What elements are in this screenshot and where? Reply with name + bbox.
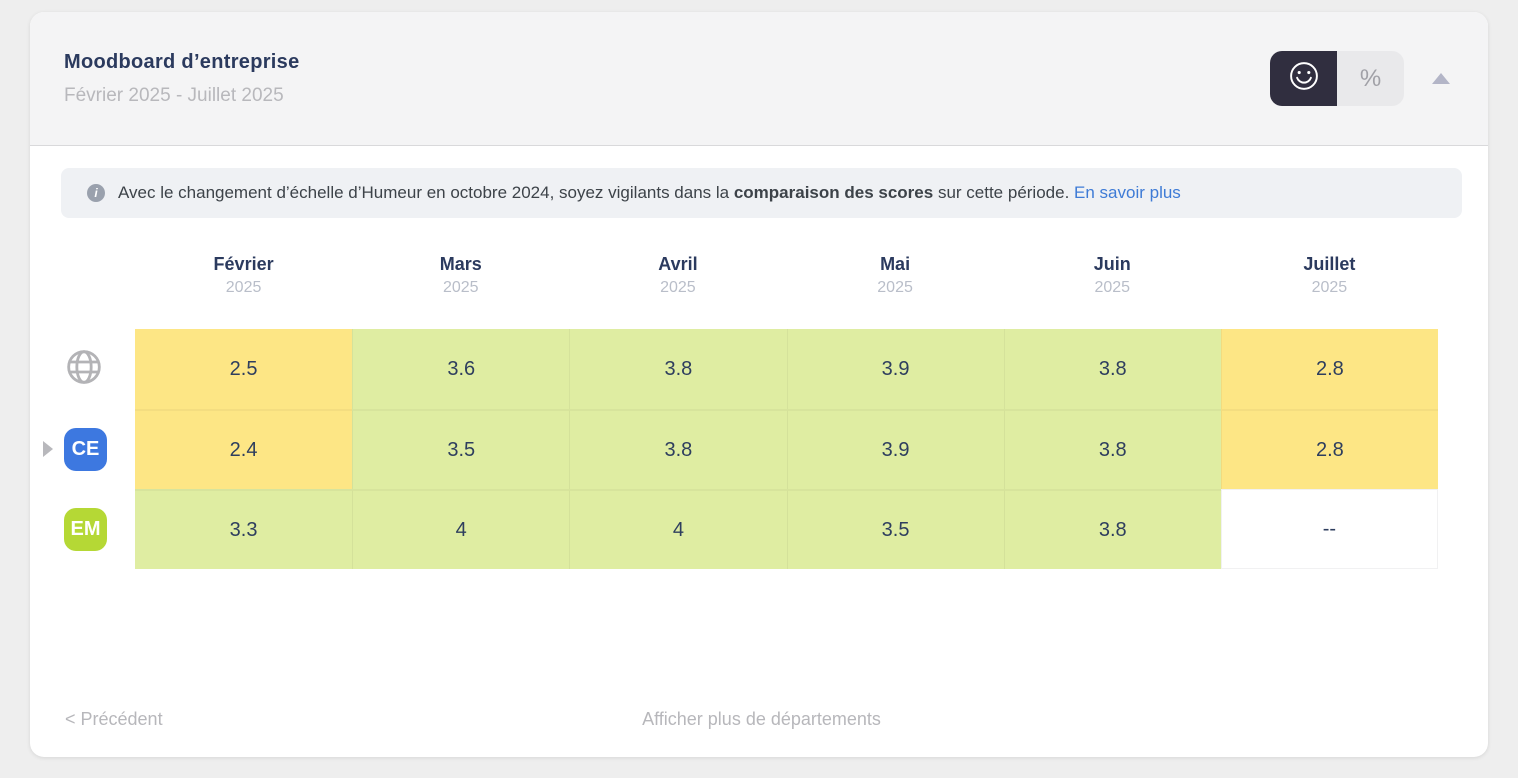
company-row-label [43,329,135,409]
month-label: Mars [439,254,482,274]
mood-cell: 2.4 [135,409,353,489]
card-body: i Avec le changement d’échelle d’Humeur … [30,146,1488,757]
mood-cell: 3.8 [1003,409,1221,489]
mood-cell: 3.5 [786,489,1004,569]
mood-cell: 3.8 [569,409,787,489]
show-more-departments-link[interactable]: Afficher plus de départements [642,708,881,729]
display-mode-toggle: % [1270,51,1404,106]
moodboard-card: Moodboard d’entreprise Février 2025 - Ju… [30,12,1488,757]
collapse-panel-arrow[interactable] [1432,73,1450,84]
month-label: Juillet [1303,254,1356,274]
year-label: 2025 [1094,279,1131,296]
year-label: 2025 [225,279,262,296]
info-icon: i [87,184,105,202]
mood-cell: 4 [352,489,570,569]
moodboard-table: CE EM Février 2025 Mars 2025 Avril 2025 Mai 202… [43,254,1462,569]
row-labels-gutter: CE EM [43,254,135,569]
month-column-header: Février 2025 [135,254,352,329]
header-titles: Moodboard d’entreprise Février 2025 - Ju… [64,51,300,107]
month-column-header: Mai 2025 [787,254,1004,329]
mood-cell: 3.5 [352,409,570,489]
mood-cell: 3.8 [1003,329,1221,409]
mood-cell: 2.8 [1220,409,1438,489]
month-column-header: Mars 2025 [352,254,569,329]
year-label: 2025 [442,279,479,296]
moodboard-grid: Février 2025 Mars 2025 Avril 2025 Mai 2025 Juin 2… [135,254,1438,569]
table-row-company: 2.5 3.6 3.8 3.9 3.8 2.8 [135,329,1438,409]
year-label: 2025 [660,279,696,296]
table-row-ce: 2.4 3.5 3.8 3.9 3.8 2.8 [135,409,1438,489]
mood-cell: 3.8 [1003,489,1221,569]
year-label: 2025 [1311,279,1348,296]
mood-cell: 3.6 [352,329,570,409]
mood-cell: 3.9 [786,329,1004,409]
month-label: Juin [1093,254,1131,274]
banner-text: Avec le changement d’échelle d’Humeur en… [118,183,1181,202]
mood-cell: 3.3 [135,489,353,569]
em-row-label: EM [43,489,135,569]
ce-badge[interactable]: CE [64,427,107,471]
grid-rows: 2.5 3.6 3.8 3.9 3.8 2.8 2.4 3.5 3.8 3.9 3.8 2.8 3.3 4… [135,329,1438,569]
learn-more-link[interactable]: En savoir plus [1074,183,1181,202]
card-footer: < Précédent Afficher plus de département… [61,703,1462,735]
month-column-header: Juin 2025 [1004,254,1221,329]
month-column-header: Juillet 2025 [1221,254,1438,329]
mood-cell: -- [1220,489,1438,569]
mood-cell: 3.9 [786,409,1004,489]
page-title: Moodboard d’entreprise [64,50,300,73]
ce-row-label: CE [43,409,135,489]
em-badge[interactable]: EM [64,507,107,551]
previous-link[interactable]: < Précédent [65,708,163,729]
globe-icon [64,347,104,392]
smiley-mode-button[interactable] [1270,51,1337,106]
table-row-em: 3.3 4 4 3.5 3.8 -- [135,489,1438,569]
year-label: 2025 [877,279,913,296]
mood-cell: 2.8 [1220,329,1438,409]
mood-cell: 2.5 [135,329,353,409]
info-banner: i Avec le changement d’échelle d’Humeur … [61,168,1462,218]
date-range: Février 2025 - Juillet 2025 [64,84,284,106]
month-label: Avril [658,254,698,274]
banner-bold-text: comparaison des scores [733,183,934,202]
percent-icon: % [1359,64,1382,92]
header-controls: % [1270,51,1450,106]
month-label: Février [213,254,274,274]
mood-cell: 4 [569,489,787,569]
month-column-header: Avril 2025 [569,254,786,329]
percent-mode-button[interactable]: % [1337,51,1404,106]
month-label: Mai [880,254,911,274]
card-header: Moodboard d’entreprise Février 2025 - Ju… [30,12,1488,146]
month-header-row: Février 2025 Mars 2025 Avril 2025 Mai 2025 Juin 2… [135,254,1438,329]
expand-ce-caret-icon[interactable] [43,441,53,457]
mood-cell: 3.8 [569,329,787,409]
smiley-icon [1286,58,1322,99]
